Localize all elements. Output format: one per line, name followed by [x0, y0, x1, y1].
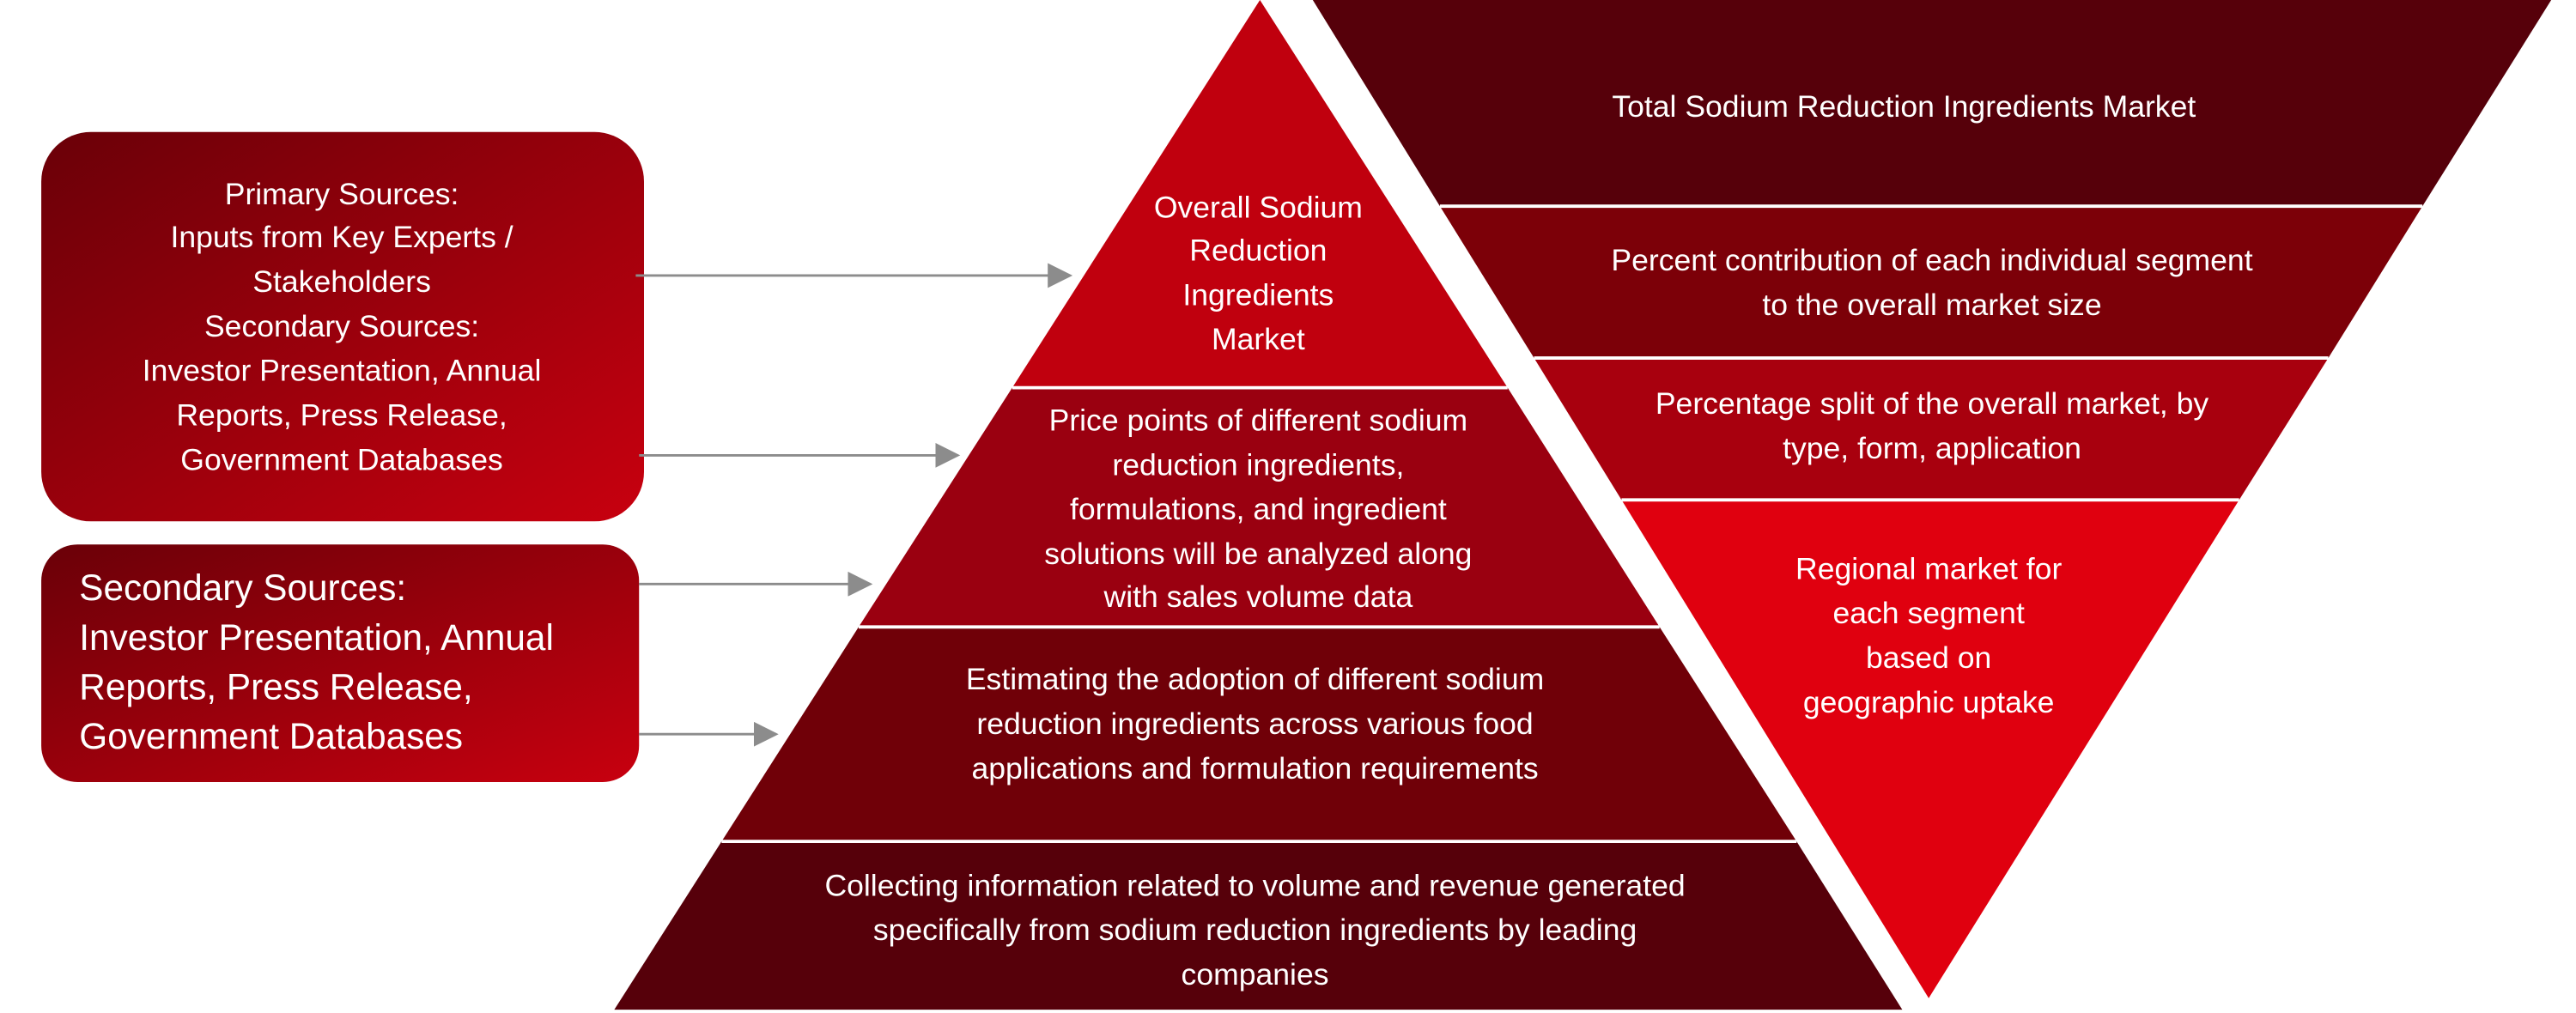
text-line: Government Databases — [79, 716, 463, 756]
text-line: Market — [1212, 322, 1305, 356]
text-line: Percent contribution of each individual … — [1611, 243, 2252, 277]
inverted-level — [1621, 500, 2239, 998]
text-line: Investor Presentation, Annual — [143, 354, 542, 388]
text-line: Price points of different sodium — [1049, 403, 1468, 437]
text-line: type, form, application — [1783, 431, 2081, 465]
text-line: reduction ingredients, — [1112, 447, 1404, 482]
pyramid-level — [721, 627, 1797, 842]
text-line: Government Databases — [180, 443, 503, 477]
text-line: Regional market for — [1795, 551, 2062, 585]
text-line: geographic uptake — [1803, 685, 2055, 719]
text-line: Investor Presentation, Annual — [79, 617, 554, 658]
text-line: applications and formulation requirement… — [971, 751, 1538, 786]
text-line: Overall Sodium — [1154, 190, 1363, 224]
text-line: Secondary Sources: — [204, 309, 479, 343]
text-line: with sales volume data — [1103, 579, 1413, 614]
inverted-level — [1439, 206, 2423, 359]
text-line: formulations, and ingredient — [1070, 492, 1447, 526]
text-line: companies — [1182, 957, 1329, 992]
text-line: specifically from sodium reduction ingre… — [873, 913, 1637, 947]
text-line: Collecting information related to volume… — [824, 868, 1685, 902]
text-line: Estimating the adoption of different sod… — [966, 662, 1544, 696]
text-line: Percentage split of the overall market, … — [1656, 386, 2209, 421]
inverted-level — [1312, 0, 2552, 207]
inverted-level — [1534, 358, 2329, 500]
pyramid-level — [1012, 0, 1508, 388]
text-line: Primary Sources: — [225, 177, 459, 211]
source-box — [41, 131, 645, 522]
text-line: Reports, Press Release, — [79, 667, 472, 707]
text-line: Inputs from Key Experts / — [170, 220, 513, 254]
pyramid-level — [614, 841, 1903, 1010]
text-line: Total Sodium Reduction Ingredients Marke… — [1612, 89, 2196, 124]
text-line: each segment — [1832, 596, 2024, 630]
source-box — [41, 544, 640, 782]
text-line: Stakeholders — [252, 264, 431, 299]
text-line: Ingredients — [1182, 277, 1334, 312]
pyramid-level — [859, 387, 1660, 628]
text-line: to the overall market size — [1762, 288, 2101, 322]
text-line: Reduction — [1189, 233, 1327, 267]
text-line: solutions will be analyzed along — [1044, 537, 1472, 571]
text-line: reduction ingredients across various foo… — [976, 707, 1533, 741]
text-line: Reports, Press Release, — [176, 398, 507, 433]
text-line: Secondary Sources: — [79, 567, 406, 608]
text-line: based on — [1866, 640, 1991, 675]
